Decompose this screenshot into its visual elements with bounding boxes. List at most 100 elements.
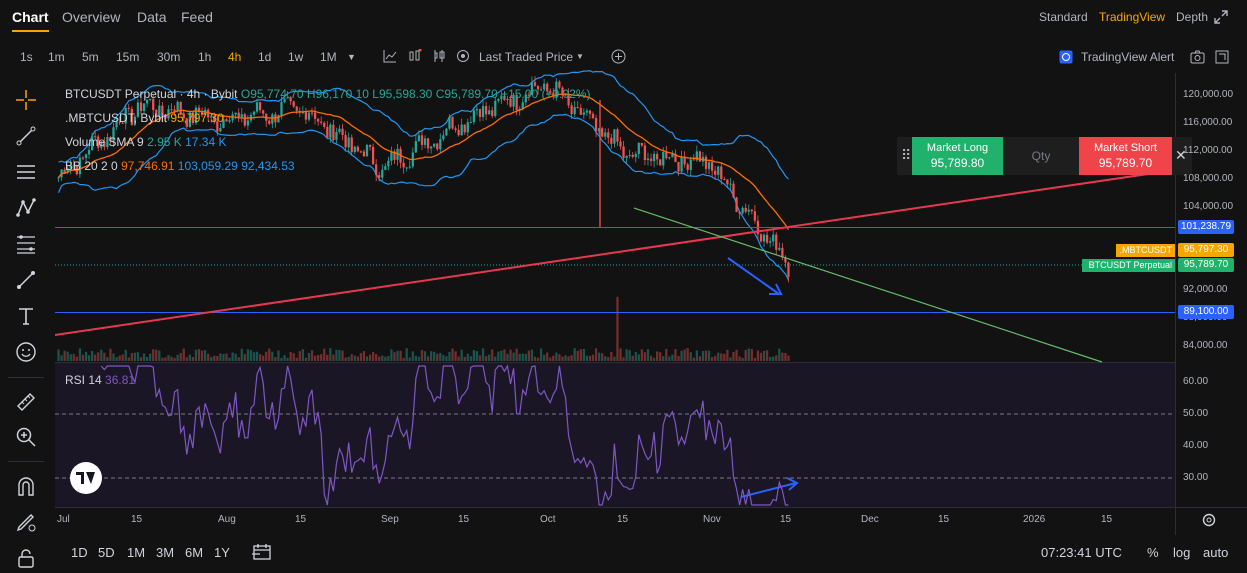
candle-body [616,129,619,142]
market-short-button[interactable]: Market Short 95,789.70 [1079,137,1172,175]
range-3m[interactable]: 3M [156,545,175,560]
pattern-icon[interactable] [12,194,40,222]
volume-bar [674,349,677,361]
candle-body [90,136,94,151]
range-1m[interactable]: 1M [127,545,146,560]
ruler-icon[interactable] [12,388,40,416]
candle-body [310,112,314,114]
volume-bar [787,355,790,361]
chart-type-icon[interactable] [408,49,422,63]
indicator-icon[interactable] [383,49,397,63]
volume-bar [274,357,277,361]
brush-icon[interactable] [12,266,40,294]
timeframe-30m[interactable]: 30m [157,50,181,64]
candle-body [127,107,130,109]
volume-bar [262,355,265,361]
tab-feed[interactable]: Feed [181,9,213,25]
candle-body [710,162,714,171]
horizontal-lines-icon[interactable] [12,158,40,186]
settings-icon[interactable] [1201,512,1217,528]
timeframe-dropdown-icon[interactable]: ▼ [347,52,356,62]
view-standard[interactable]: Standard [1039,10,1088,24]
fib-icon[interactable] [12,230,40,258]
green-trend-line [633,207,1103,363]
close-icon[interactable]: ✕ [1175,147,1187,163]
timeframe-1w[interactable]: 1w [288,50,304,64]
trend-line-icon[interactable] [12,122,40,150]
crosshair-icon[interactable] [12,86,40,114]
percent-toggle[interactable]: % [1147,545,1159,560]
qty-input[interactable]: Qty [1031,149,1051,163]
timeframe-1s[interactable]: 1s [20,50,33,64]
tab-data[interactable]: Data [137,9,167,25]
timeframe-4h[interactable]: 4h [228,50,242,64]
candle-body [268,120,271,124]
volume-bar [176,354,179,361]
legend-index-symbol[interactable]: .MBTCUSDT, Bybit [65,111,168,125]
text-icon[interactable] [12,302,40,330]
range-6m[interactable]: 6M [185,545,204,560]
draw-lock-icon[interactable] [12,508,40,536]
range-5d[interactable]: 5D [98,545,115,560]
price-source-icon[interactable] [456,49,470,63]
candle-body [707,162,711,169]
expand-icon[interactable] [1214,10,1228,24]
price-source-select[interactable]: Last Traded Price [479,50,574,64]
volume-bar [753,357,757,361]
candle-body [720,166,723,180]
camera-icon[interactable] [1190,50,1205,64]
tab-overview[interactable]: Overview [62,9,121,25]
timeframe-5m[interactable]: 5m [82,50,99,64]
candle-body [106,137,109,148]
candle-body [759,234,763,242]
view-depth[interactable]: Depth [1176,10,1209,24]
candle-body [656,153,659,160]
volume-bar [426,356,430,361]
volume-bar [243,354,246,361]
timeframe-1m[interactable]: 1m [48,50,65,64]
fullscreen-icon[interactable] [1215,50,1229,64]
volume-bar [717,352,720,361]
rsi-tick: 50.00 [1183,408,1209,419]
tool-divider-2 [8,461,44,462]
candles-icon[interactable] [432,49,446,63]
timeframe-1M[interactable]: 1M [320,50,337,64]
volume-bar [689,352,692,361]
legend-bb-lower: 92,434.53 [241,159,295,173]
tab-chart[interactable]: Chart [12,9,49,32]
candle-body [597,128,601,132]
drag-handle-icon[interactable]: ⠿ [901,147,912,163]
legend-symbol[interactable]: BTCUSDT Perpetual · 4h · Bybit [65,87,238,101]
timeframe-1h[interactable]: 1h [198,50,212,64]
timeframe-1d[interactable]: 1d [258,50,272,64]
zoom-icon[interactable] [12,423,40,451]
tradingview-alert-button[interactable]: TradingView Alert [1081,50,1175,64]
volume-bar [66,351,69,361]
volume-bar [139,357,143,361]
legend-volume-label[interactable]: Volume SMA 9 [65,135,144,149]
range-1d[interactable]: 1D [71,545,88,560]
date-range-icon[interactable] [252,543,272,561]
view-tradingview[interactable]: TradingView [1099,10,1166,24]
legend-bb-label[interactable]: BB 20 2 0 [65,159,118,173]
candle-body [112,127,115,142]
price-source-dropdown-icon[interactable]: ▼ [576,52,584,61]
auto-toggle[interactable]: auto [1203,545,1229,560]
timeframe-15m[interactable]: 15m [116,50,140,64]
candle-body [420,135,424,145]
emoji-icon[interactable] [12,338,40,366]
log-toggle[interactable]: log [1173,545,1191,560]
legend-rsi-label[interactable]: RSI 14 [65,373,102,387]
price-tick: 92,000.00 [1183,284,1228,296]
magnet-icon[interactable] [12,472,40,500]
add-icon[interactable] [611,49,626,64]
volume-bar [512,352,515,361]
market-long-button[interactable]: Market Long 95,789.80 [912,137,1003,175]
range-1y[interactable]: 1Y [214,545,230,560]
candle-body [118,121,121,123]
candle-body [335,131,338,140]
volume-bar [726,349,729,361]
tradingview-alert-icon[interactable] [1059,50,1073,64]
lock-icon[interactable] [12,544,40,572]
